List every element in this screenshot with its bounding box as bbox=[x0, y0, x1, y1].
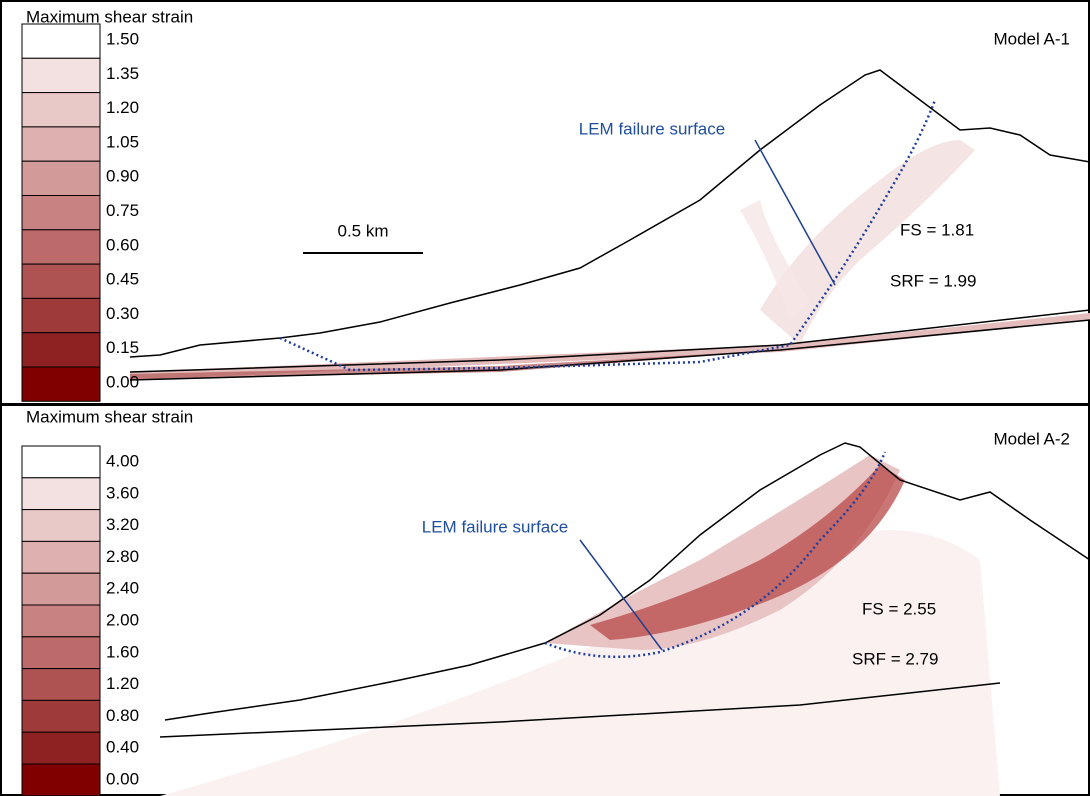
panel-2-section: Model A-2 LEM failure surface FS = 2.55 … bbox=[160, 429, 1090, 796]
legend-label: 0.30 bbox=[106, 304, 139, 323]
fs-label: FS = 2.55 bbox=[862, 599, 936, 618]
legend-swatch bbox=[22, 605, 100, 637]
legend-label: 3.60 bbox=[106, 483, 139, 502]
legend-label: 1.60 bbox=[106, 642, 139, 661]
legend-label: 2.40 bbox=[106, 579, 139, 598]
model-label: Model A-2 bbox=[993, 429, 1070, 448]
legend-swatch bbox=[22, 333, 100, 367]
legend-swatch bbox=[22, 732, 100, 764]
model-label: Model A-1 bbox=[993, 29, 1070, 48]
scale-label: 0.5 km bbox=[337, 221, 388, 240]
legend-label: 0.90 bbox=[106, 167, 139, 186]
legend-label: 3.20 bbox=[106, 515, 139, 534]
legend-swatch bbox=[22, 367, 100, 401]
legend-label: 0.60 bbox=[106, 235, 139, 254]
legend-label: 0.15 bbox=[106, 338, 139, 357]
legend-label: 0.00 bbox=[106, 372, 139, 391]
legend-label: 0.80 bbox=[106, 706, 139, 725]
legend-swatch bbox=[22, 700, 100, 732]
legend-swatch bbox=[22, 541, 100, 573]
annotation: LEM failure surface bbox=[579, 119, 725, 138]
terrain bbox=[130, 70, 1090, 357]
annotation: LEM failure surface bbox=[422, 517, 568, 536]
legend-swatch bbox=[22, 196, 100, 230]
panel-frame bbox=[1, 1, 1089, 404]
legend-label: 1.20 bbox=[106, 98, 139, 117]
legend-label: 2.80 bbox=[106, 547, 139, 566]
legend-swatch bbox=[22, 93, 100, 127]
panel-1-section: 0.5 km Model A-1 LEM failure surface FS … bbox=[130, 29, 1090, 380]
legend-swatch bbox=[22, 127, 100, 161]
legend-swatch bbox=[22, 637, 100, 669]
legend-swatch bbox=[22, 510, 100, 542]
srf-label: SRF = 2.79 bbox=[852, 649, 938, 668]
legend-swatch bbox=[22, 764, 100, 796]
legend-swatch bbox=[22, 161, 100, 195]
legend-swatch bbox=[22, 446, 100, 478]
legend-swatch bbox=[22, 230, 100, 264]
legend-swatch bbox=[22, 264, 100, 298]
legend-label: 1.50 bbox=[106, 29, 139, 48]
legend-swatch bbox=[22, 669, 100, 701]
legend-swatch bbox=[22, 478, 100, 510]
legend-label: 0.75 bbox=[106, 201, 139, 220]
legend-label: 0.40 bbox=[106, 738, 139, 757]
legend-label: 1.20 bbox=[106, 674, 139, 693]
legend-label: 1.35 bbox=[106, 64, 139, 83]
legend-label: 1.05 bbox=[106, 132, 139, 151]
legend-label: 0.45 bbox=[106, 270, 139, 289]
srf-label: SRF = 1.99 bbox=[890, 271, 976, 290]
legend-label: 2.00 bbox=[106, 610, 139, 629]
legend-swatch bbox=[22, 58, 100, 92]
legend-label: 4.00 bbox=[106, 451, 139, 470]
fs-label: FS = 1.81 bbox=[900, 220, 974, 239]
figure: 0.5 km Model A-1 LEM failure surface FS … bbox=[0, 0, 1090, 796]
weak-layer bbox=[130, 313, 1090, 380]
legend-swatch bbox=[22, 573, 100, 605]
legend-swatch bbox=[22, 24, 100, 58]
legend-swatch bbox=[22, 298, 100, 332]
legend-label: 0.00 bbox=[106, 769, 139, 788]
legend-title: Maximum shear strain bbox=[26, 407, 193, 426]
